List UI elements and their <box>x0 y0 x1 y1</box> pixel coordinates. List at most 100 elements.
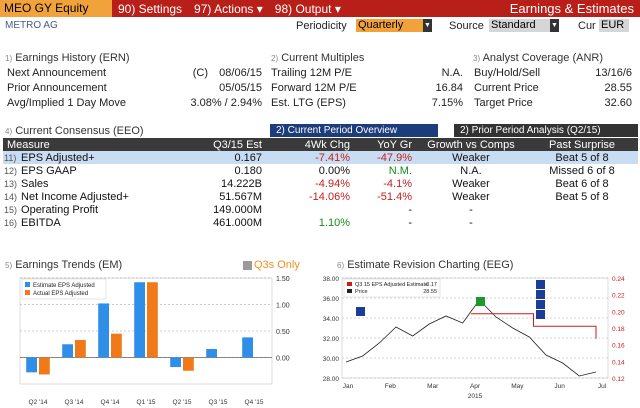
table-row[interactable]: 13) Sales 14.222B -4.94% -4.1% Weaker Beat 6 o… <box>3 177 638 190</box>
actual-bar <box>183 357 194 371</box>
x-tick-label: May <box>511 383 524 390</box>
output-menu-label: 98) Output <box>274 1 332 16</box>
legend-box <box>21 278 107 300</box>
y-tick-label: 1.50 <box>276 276 290 283</box>
prior-announcement-row: Prior Announcement 05/05/15 <box>7 82 262 96</box>
section-number: 6) <box>337 261 345 270</box>
four-week-change-cell: 1.10% <box>318 216 350 229</box>
periodicity-select[interactable]: Quarterly ▼ <box>356 19 432 32</box>
section-number: 5) <box>5 261 13 270</box>
x-tick-label: Q2 '15 <box>173 399 192 406</box>
current-multiples-header: 2) Current Multiples <box>271 52 364 64</box>
source-value: Standard <box>491 19 536 31</box>
actions-menu[interactable]: 97) Actions ▾ <box>194 1 263 16</box>
legend-swatch-estimate <box>347 282 352 286</box>
current-price-label: Current Price <box>474 82 539 94</box>
y-tick-label-left: 28.00 <box>323 376 340 383</box>
source-select[interactable]: Standard ▼ <box>489 19 559 32</box>
event-marker-icon <box>536 290 545 299</box>
column-header[interactable]: YoY Gr <box>354 138 416 151</box>
column-header[interactable]: Past Surprise <box>526 138 638 151</box>
y-tick-label-left: 36.00 <box>323 296 340 303</box>
table-row[interactable]: 11) EPS Adjusted+ 0.167 -7.41% -47.9% Weaker B… <box>3 151 638 164</box>
q3s-only-checkbox[interactable] <box>243 261 252 270</box>
table-row[interactable]: 16) EBITDA 461.000M 1.10% - - <box>3 216 638 229</box>
x-tick-label: Q3 '14 <box>65 399 84 406</box>
current-price-value: 28.55 <box>604 82 632 94</box>
estimate-bar <box>134 282 145 358</box>
earnings-trends-header[interactable]: 5) Earnings Trends (EM) <box>5 259 122 271</box>
currency-field[interactable]: EUR <box>599 19 629 32</box>
y-tick-label-left: 34.00 <box>323 316 340 323</box>
estimate-bar <box>170 357 181 368</box>
day-move-row: Avg/Implied 1 Day Move 3.08% / 2.94% <box>7 97 262 111</box>
table-row[interactable]: 15) Operating Profit 149.000M - - <box>3 203 638 216</box>
legend-label-estimate: Q3 15 EPS Adjusted Estimate <box>355 282 428 288</box>
x-tick-label: Feb <box>385 383 397 390</box>
tab-current-period[interactable]: 2) Current Period Overview (Q3/15) <box>270 124 438 149</box>
growth-vs-comps-cell: - <box>469 203 473 216</box>
estimate-cell: 149.000M <box>213 203 262 216</box>
estimate-cell: 0.167 <box>156 151 266 164</box>
buy-hold-sell-label: Buy/Hold/Sell <box>474 67 541 79</box>
estimate-line <box>471 313 597 339</box>
column-header[interactable]: Q3/15 Est <box>156 138 266 151</box>
row-number: 15) <box>4 204 18 215</box>
target-price-row: Target Price 32.60 <box>474 97 632 111</box>
legend-swatch-actual <box>25 290 30 295</box>
prior-announcement-label: Prior Announcement <box>7 82 107 94</box>
column-header[interactable]: 4Wk Chg <box>266 138 354 151</box>
row-number: 11) <box>3 151 18 164</box>
x-tick-label: Q2 '14 <box>29 399 48 406</box>
column-header[interactable]: Measure <box>3 138 156 151</box>
past-surprise-cell <box>526 203 638 216</box>
earnings-history-header[interactable]: 1) Earnings History (ERN) <box>5 52 130 64</box>
next-announcement-row: Next Announcement (C) 08/06/15 <box>7 67 262 81</box>
legend-swatch-price <box>347 289 352 293</box>
estimate-cell: 51.567M <box>219 190 262 203</box>
estimate-cell: 461.000M <box>213 216 262 229</box>
measure-cell: EBITDA <box>21 216 61 229</box>
table-header-row: Measure Q3/15 Est 4Wk Chg YoY Gr Growth … <box>3 138 638 151</box>
ticker-field[interactable]: MEO GY Equity <box>0 0 112 17</box>
four-week-change-cell: -14.06% <box>309 190 350 203</box>
x-tick-label: Q4 '15 <box>245 399 264 406</box>
past-surprise-cell: Beat 5 of 8 <box>555 190 609 203</box>
y-tick-label-right: 0.20 <box>612 309 625 316</box>
y-tick-label-left: 30.00 <box>323 356 340 363</box>
top-bar: MEO GY Equity 90) Settings 97) Actions ▾… <box>0 0 640 17</box>
four-week-change-cell: -4.94% <box>315 177 350 190</box>
x-tick-label: Jul <box>598 383 607 390</box>
event-marker-icon <box>536 300 545 309</box>
table-row[interactable]: 14) Net Income Adjusted+ 51.567M -14.06% -51… <box>3 190 638 203</box>
x-tick-label: Jan <box>343 383 354 390</box>
past-surprise-cell: Missed 6 of 8 <box>549 164 615 177</box>
section-title: Current Consensus (EEO) <box>15 125 144 137</box>
chevron-down-icon: ▼ <box>550 19 559 32</box>
section-number: 3) <box>473 54 481 63</box>
event-marker-icon <box>536 310 545 319</box>
sub-header: METRO AG Periodicity Quarterly ▼ Source … <box>0 18 640 33</box>
growth-vs-comps-cell: Weaker <box>452 177 490 190</box>
past-surprise-cell: Beat 5 of 8 <box>526 151 638 164</box>
column-header[interactable]: Growth vs Comps <box>416 138 526 151</box>
analyst-coverage-header[interactable]: 3) Analyst Coverage (ANR) <box>473 52 603 64</box>
tab-prior-period[interactable]: 2) Prior Period Analysis (Q2/15) <box>454 124 638 137</box>
actual-bar <box>75 340 86 358</box>
revision-header[interactable]: 6) Estimate Revision Charting (EEG) <box>337 259 513 271</box>
estimate-bar <box>98 303 109 358</box>
actual-bar <box>39 357 50 375</box>
yoy-growth-cell: - <box>408 216 412 229</box>
settings-menu[interactable]: 90) Settings <box>118 1 183 16</box>
x-axis-year: 2015 <box>468 393 483 400</box>
output-menu[interactable]: 98) Output ▾ <box>274 1 341 16</box>
table-row[interactable]: 12) EPS GAAP 0.180 0.00% N.M. N.A. Missed 6 of… <box>3 164 638 177</box>
growth-vs-comps-cell: Weaker <box>416 151 526 164</box>
actions-menu-label: 97) Actions <box>194 1 254 16</box>
earnings-trends-chart: 1.50 1.00 0.50 0.00 Q2 '14 Q3 '14 Q4 '14 Q1 '15… <box>19 276 290 406</box>
yoy-growth-cell: -4.1% <box>383 177 412 190</box>
estimate-revision-chart: 38.00 36.00 34.00 32.00 30.00 28.00 0.24 0.22 0.… <box>323 276 625 400</box>
periodicity-value: Quarterly <box>358 19 404 31</box>
x-tick-label: Q3 '15 <box>209 399 228 406</box>
consensus-header[interactable]: 4) Current Consensus (EEO) <box>5 125 144 137</box>
